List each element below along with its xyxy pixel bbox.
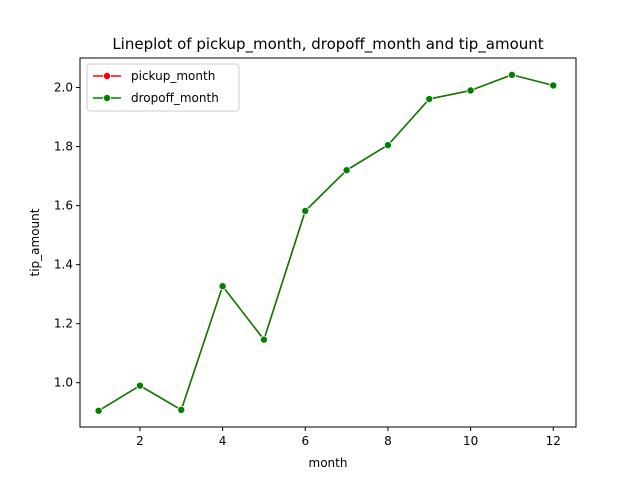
x-axis-label: month: [309, 456, 348, 470]
legend-item: pickup_month: [93, 69, 215, 83]
x-tick-label: 12: [546, 434, 561, 448]
legend-label: pickup_month: [131, 69, 215, 83]
data-point: [342, 166, 351, 175]
data-point: [218, 282, 227, 291]
x-tick-label: 10: [463, 434, 478, 448]
legend-box: [86, 63, 240, 112]
y-tick-label: 1.0: [54, 376, 73, 390]
series-line: [98, 74, 554, 412]
data-point: [383, 141, 392, 150]
y-axis: 1.0 1.2 1.4 1.6 1.8 2.0: [54, 81, 80, 390]
data-point: [94, 406, 103, 415]
y-tick-label: 1.6: [54, 199, 73, 213]
y-tick-label: 1.4: [54, 258, 73, 272]
x-axis: 2 4 6 8 10 12: [136, 427, 561, 448]
y-tick-label: 2.0: [54, 81, 73, 95]
plot-frame: [79, 57, 577, 428]
legend: pickup_month dropoff_month: [86, 63, 240, 112]
x-tick-label: 6: [301, 434, 309, 448]
data-point: [177, 405, 186, 414]
data-point: [301, 206, 310, 215]
legend-item: dropoff_month: [93, 91, 219, 105]
x-tick-label: 8: [384, 434, 392, 448]
data-point: [135, 381, 144, 390]
x-tick-label: 4: [219, 434, 227, 448]
y-tick-label: 1.2: [54, 317, 73, 331]
data-point: [507, 70, 516, 79]
series-line: [98, 74, 554, 412]
series-pickup_month: [94, 70, 558, 415]
series-dropoff_month: [94, 70, 558, 415]
y-axis-label: tip_amount: [28, 208, 42, 276]
data-point: [425, 95, 434, 104]
x-tick-label: 2: [136, 434, 144, 448]
chart-title: Lineplot of pickup_month, dropoff_month …: [112, 35, 543, 54]
legend-label: dropoff_month: [131, 91, 219, 105]
legend-marker: [103, 72, 112, 81]
data-point: [549, 81, 558, 90]
series-layer: [94, 70, 558, 415]
data-point: [466, 86, 475, 95]
y-tick-label: 1.8: [54, 140, 73, 154]
legend-marker: [103, 94, 112, 103]
data-point: [259, 335, 268, 344]
